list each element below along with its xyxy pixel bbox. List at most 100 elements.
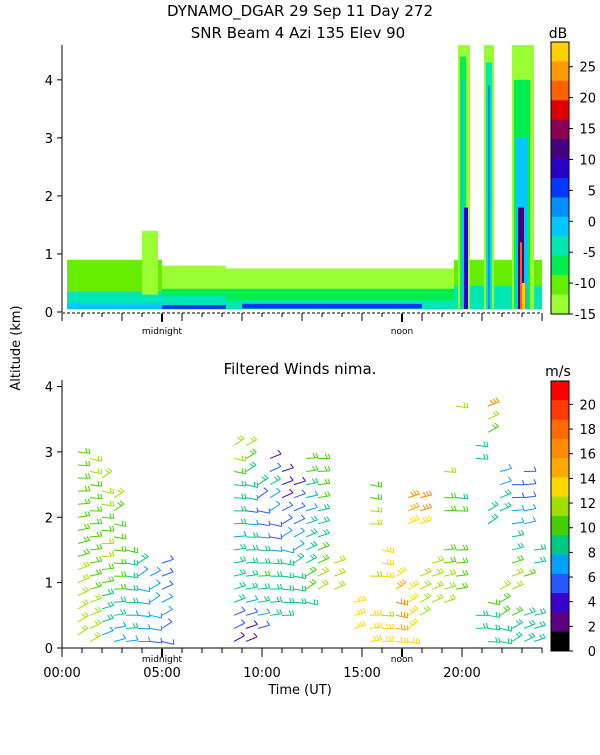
wind-barb-flag — [389, 624, 391, 629]
wind-barb-flag — [256, 570, 258, 574]
wind-barb-27-6 — [488, 423, 499, 432]
wind-barb-shaft — [408, 596, 418, 602]
wind-barb-shaft — [162, 641, 174, 644]
wind-barb-5-0 — [138, 637, 150, 642]
wind-barb-flag — [392, 624, 394, 629]
wind-barb-flag — [377, 623, 379, 628]
wind-barb-flag — [83, 575, 86, 579]
wind-barb-shaft — [488, 427, 499, 433]
wind-barb-4-5 — [126, 572, 138, 577]
wind-barb-flag — [254, 621, 257, 625]
wind-barb-flag — [85, 587, 89, 591]
wind-barb-25-2 — [456, 558, 468, 563]
wind-barb-flag — [253, 436, 257, 439]
wind-barb-30-0 — [524, 633, 535, 642]
wind-barb-shaft — [476, 458, 488, 459]
wind-barb-1-11 — [90, 494, 102, 499]
wind-colorbar-cell-3 — [551, 439, 569, 459]
wind-barb-11-5 — [270, 547, 282, 552]
wind-barb-shaft — [90, 536, 102, 537]
wind-barb-8-15 — [234, 436, 244, 446]
wind-barb-shaft — [444, 574, 456, 576]
wind-barb-flag — [113, 501, 114, 506]
wind-barb-flag — [242, 455, 243, 460]
wind-barb-flag — [504, 607, 508, 610]
wind-barb-flag — [378, 519, 379, 524]
wind-barb-shaft — [524, 521, 536, 524]
wind-barb-flag — [313, 541, 316, 545]
wind-barb-flag — [544, 557, 546, 561]
wind-colorbar-unit: m/s — [545, 364, 571, 380]
wind-barb-flag — [168, 619, 172, 622]
wind-barb-flag — [494, 514, 498, 517]
wind-barb-flag — [108, 468, 112, 471]
wind-barb-shaft — [102, 517, 114, 518]
wind-barb-flag — [239, 595, 242, 599]
wind-annotation-1: noon — [391, 655, 413, 665]
wind-barb-flag — [305, 599, 306, 604]
wind-barb-shaft — [90, 598, 101, 602]
wind-barb-flag — [82, 614, 86, 617]
wind-barb-flag — [278, 559, 279, 564]
wind-barb-flag — [111, 602, 114, 606]
wind-barb-flag — [315, 503, 318, 507]
wind-barb-flag — [316, 466, 318, 470]
wind-barb-flag — [101, 494, 102, 499]
wind-barb-flag — [519, 619, 523, 622]
wind-barb-flag — [98, 607, 101, 611]
wind-barb-flag — [265, 596, 267, 600]
wind-barb-29-7 — [512, 530, 524, 537]
wind-barb-shaft — [90, 472, 102, 474]
chart-subtitle: SNR Beam 4 Azi 135 Elev 90 — [191, 24, 405, 42]
wind-barb-1-5 — [90, 569, 102, 576]
wind-barb-shaft — [150, 583, 160, 589]
wind-barb-flag — [243, 556, 245, 560]
wind-barb-flag — [516, 634, 520, 637]
wind-barb-shaft — [488, 517, 498, 524]
wind-barb-28-8 — [500, 464, 512, 471]
wind-barb-flag — [255, 583, 257, 587]
wind-colorbar-label-5: 10 — [579, 522, 596, 537]
wind-barb-21-0 — [408, 638, 420, 644]
wind-barb-flag — [404, 612, 405, 617]
wind-barb-flag — [533, 504, 535, 508]
wind-barb-flag — [255, 595, 258, 599]
wind-barb-1-1 — [90, 620, 101, 629]
wind-barb-26-1 — [476, 611, 488, 616]
wind-barb-shaft — [282, 576, 294, 578]
snr-region-25 — [520, 242, 522, 309]
wind-barb-flag — [124, 572, 126, 577]
wind-barb-flag — [386, 624, 388, 629]
wind-barb-shaft — [318, 508, 330, 510]
wind-barb-flag — [290, 464, 293, 468]
wind-barb-shaft — [150, 615, 162, 618]
wind-barb-24-3 — [444, 557, 456, 563]
wind-barb-flag — [156, 593, 160, 596]
wind-barb-flag — [324, 517, 327, 521]
wind-barb-flag — [506, 606, 510, 609]
wind-barb-shaft — [370, 498, 382, 500]
wind-barb-flag — [245, 481, 246, 486]
wind-barb-flag — [410, 596, 414, 599]
wind-barb-flag — [84, 537, 87, 541]
wind-barb-flag — [265, 584, 267, 589]
wind-colorbar-cell-5 — [551, 477, 569, 497]
wind-barb-30-2 — [524, 607, 535, 615]
wind-barb-flag — [530, 570, 533, 574]
snr-marker-1 — [401, 314, 403, 322]
wind-barb-23-3 — [432, 556, 444, 563]
wind-barb-shaft — [234, 636, 244, 642]
wind-barb-flag — [483, 623, 485, 628]
wind-barb-flag — [504, 582, 508, 585]
wind-barb-flag — [493, 412, 496, 416]
wind-barb-flag — [290, 476, 293, 480]
wind-barb-14-3 — [306, 554, 317, 563]
wind-barb-flag — [98, 594, 101, 598]
wind-barb-flag — [416, 515, 419, 519]
wind-barb-10-6 — [258, 546, 270, 551]
wind-barb-flag — [110, 513, 111, 518]
wind-barb-9-1 — [246, 621, 257, 629]
wind-barb-flag — [414, 619, 418, 622]
wind-barb-flag — [440, 581, 443, 585]
wind-barb-24-0 — [444, 595, 455, 603]
